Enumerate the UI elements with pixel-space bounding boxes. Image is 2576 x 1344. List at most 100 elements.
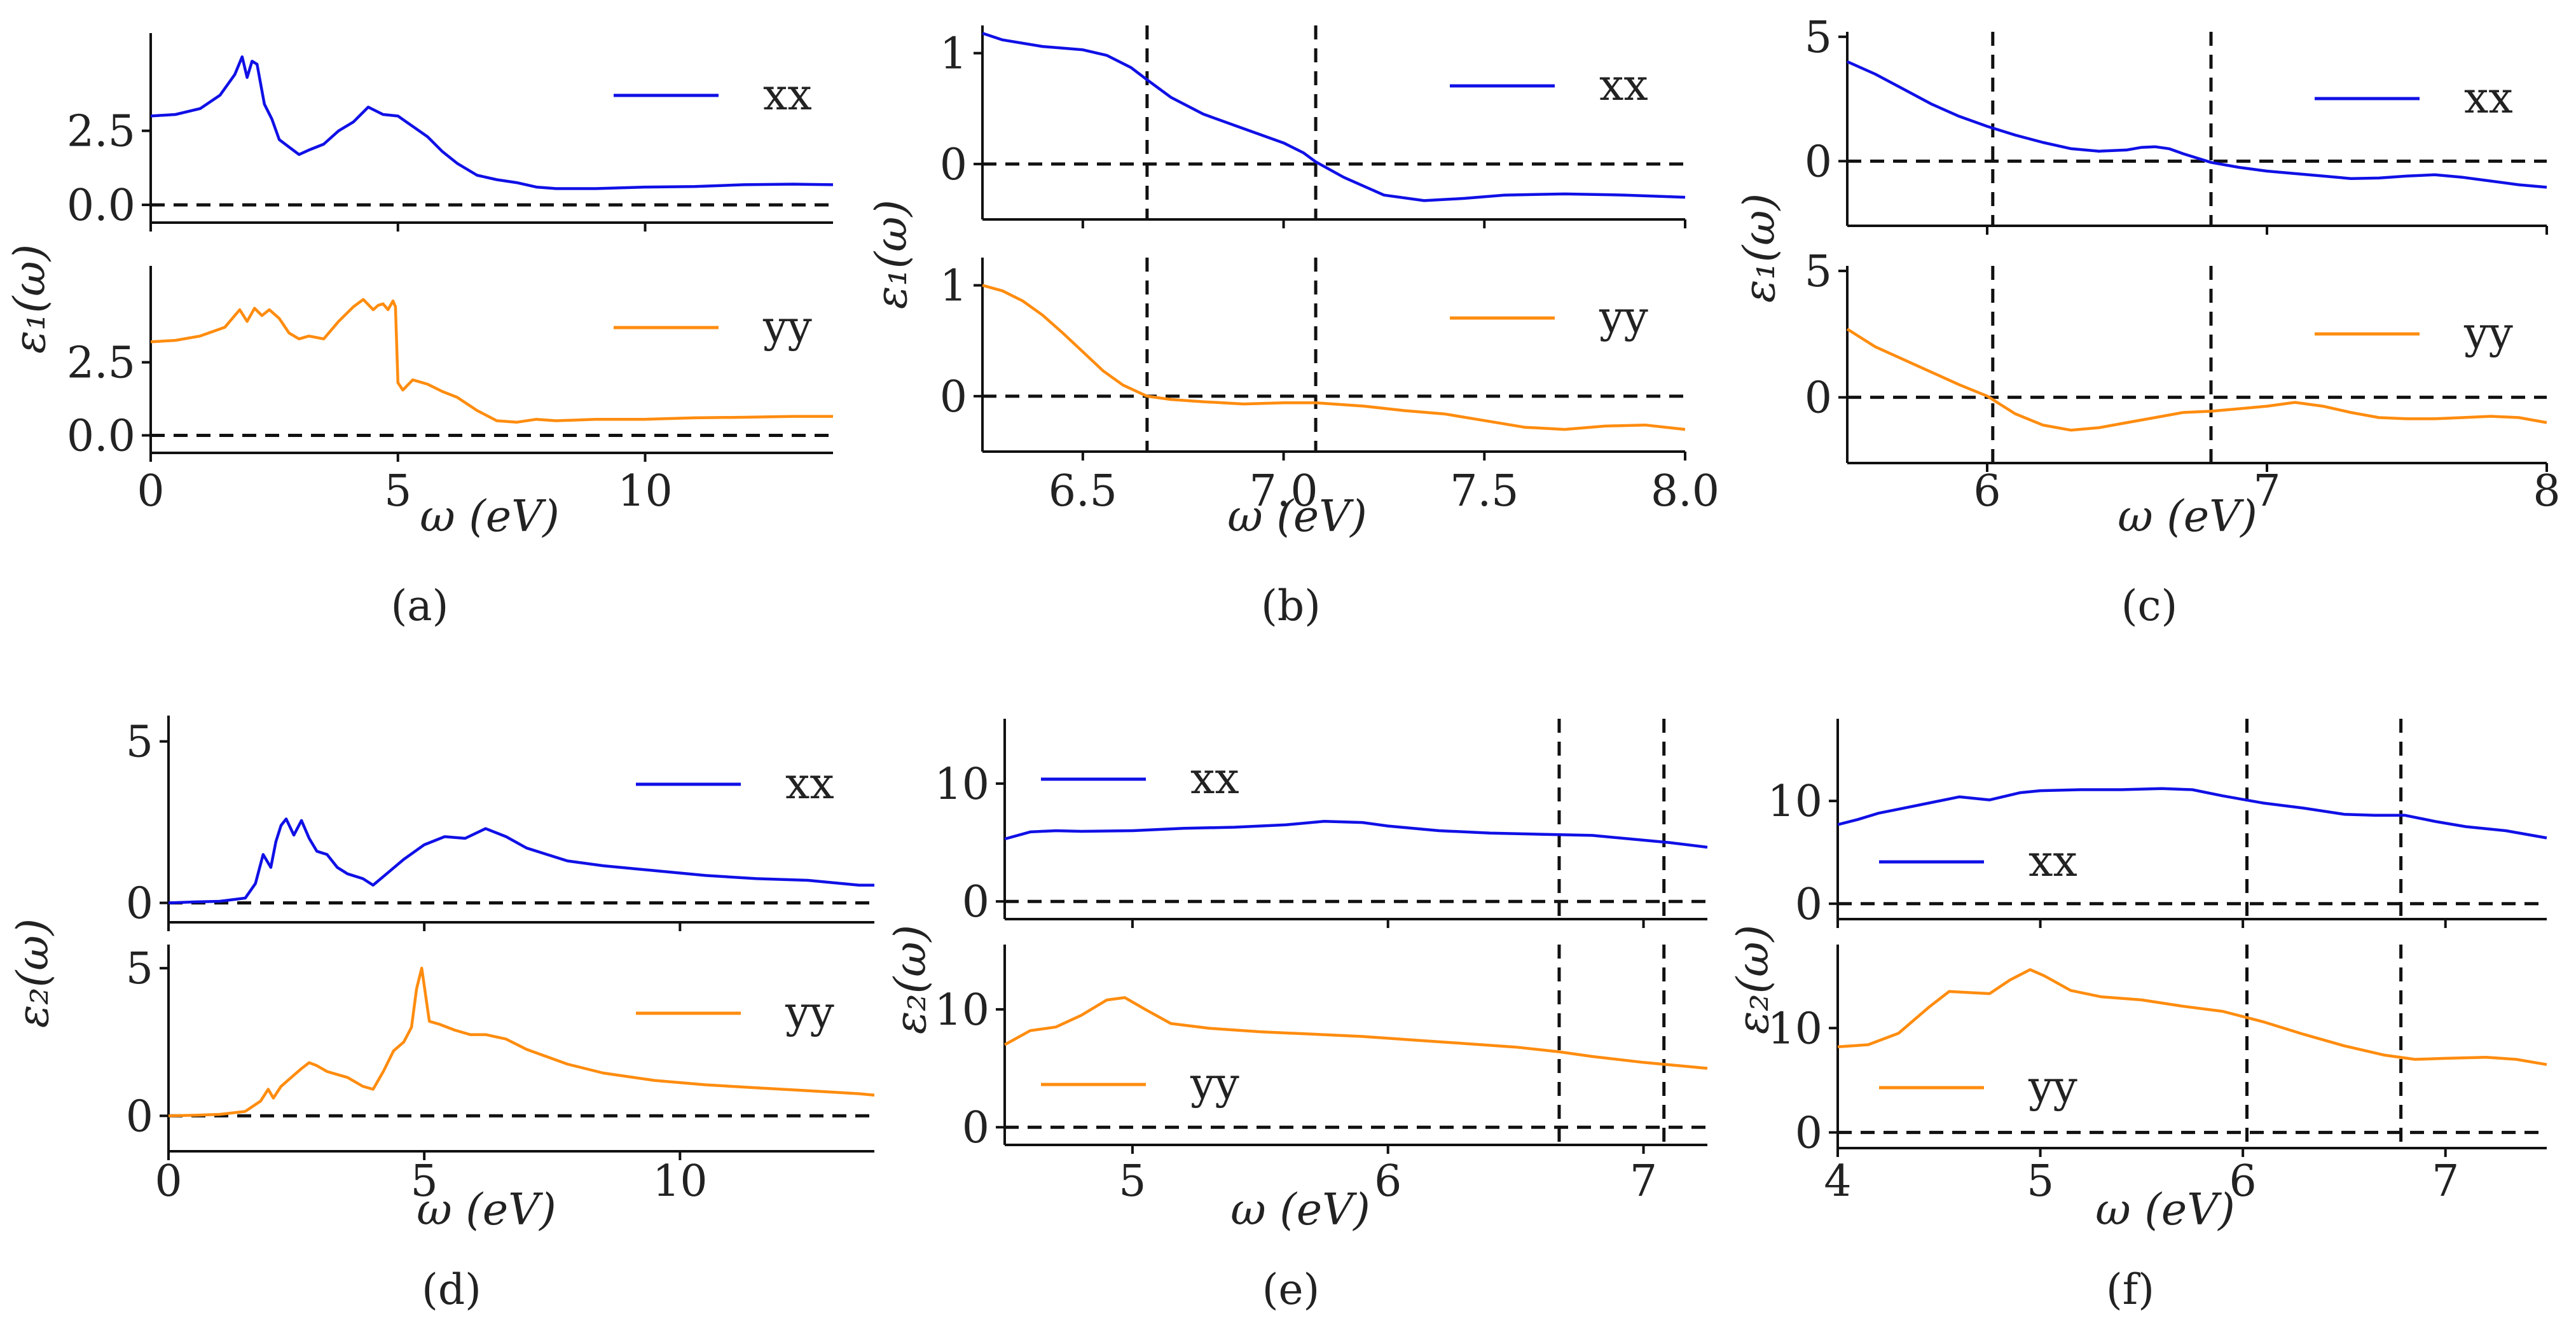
x-axis-label: ω (eV) <box>420 492 559 542</box>
subplot-b-xx: 0 1 xx <box>940 25 1686 228</box>
subplot-d-yy: 0 5 0 5 10 yy <box>126 944 875 1207</box>
y-axis-label: ε₁(ω) <box>5 244 55 354</box>
legend-label-yy: yy <box>785 988 834 1038</box>
series-line-yy <box>150 298 833 424</box>
legend-label-xx: xx <box>763 70 812 120</box>
x-axis-label: ω (eV) <box>2118 492 2257 542</box>
x-axis-label: ω (eV) <box>1227 492 1367 542</box>
x-tick-label: 8.0 <box>1651 466 1719 516</box>
series-line-xx <box>150 55 834 190</box>
series-line-xx <box>1837 787 2547 840</box>
x-tick-label: 6 <box>2229 1156 2257 1207</box>
subplot-b-yy: 0 1 6.5 7.0 7.5 8.0 yy <box>940 258 1719 516</box>
y-tick-label: 0 <box>940 140 967 190</box>
y-tick-label: 0 <box>126 879 153 929</box>
y-tick-label: 0 <box>962 877 989 927</box>
y-axis-label: ε₂(ω) <box>886 925 936 1034</box>
panel-caption: (f) <box>2106 1265 2154 1314</box>
y-tick-label: 0 <box>1795 880 1822 930</box>
panel-d: 0 5 xx 0 5 0 5 10 yy ω (eV) ε₂(ω) (d) <box>8 716 875 1314</box>
y-tick-label: 0 <box>126 1091 153 1142</box>
panel-caption: (c) <box>2121 581 2177 630</box>
x-tick-label: 7 <box>2253 466 2280 516</box>
y-tick-label: 10 <box>934 759 989 810</box>
y-tick-label: 10 <box>934 985 989 1036</box>
x-tick-label: 7 <box>2432 1156 2459 1207</box>
legend-label-yy: yy <box>2463 308 2513 359</box>
subplot-a-xx: 0.0 2.5 xx <box>67 33 834 232</box>
x-axis-label: ω (eV) <box>417 1185 556 1235</box>
series-line-xx <box>982 32 1686 202</box>
legend-label-yy: yy <box>2028 1062 2077 1112</box>
subplot-c-xx: 0 5 xx <box>1805 13 2548 235</box>
series-line-yy <box>1003 996 1708 1070</box>
y-axis-label: ε₁(ω) <box>867 200 917 309</box>
legend-label-yy: yy <box>1599 293 1648 343</box>
subplot-f-yy: 0 10 4 5 6 7 yy <box>1767 945 2547 1207</box>
subplot-e-xx: 0 10 xx <box>934 719 1708 928</box>
x-tick-label: 6 <box>1374 1156 1402 1207</box>
series-line-yy <box>1846 328 2547 432</box>
panel-b: 0 1 xx 0 1 6.5 7.0 7.5 8.0 yy ω (eV) ε₁(ω) (b) <box>867 25 1719 630</box>
y-tick-label: 0 <box>962 1103 989 1153</box>
x-tick-label: 10 <box>652 1156 708 1207</box>
x-tick-label: 5 <box>2027 1156 2054 1207</box>
legend-label-xx: xx <box>2464 73 2513 123</box>
y-axis-label: ε₂(ω) <box>1728 925 1779 1034</box>
y-tick-label: 0.0 <box>67 181 135 231</box>
panel-c: 0 5 xx 0 5 6 7 8 yy ω (eV) ε₁(ω) (c) <box>1735 13 2561 630</box>
x-tick-label: 4 <box>1824 1156 1851 1207</box>
x-tick-label: 7.5 <box>1450 466 1519 516</box>
legend-label-xx: xx <box>1599 60 1648 111</box>
y-axis-label: ε₂(ω) <box>8 918 59 1028</box>
x-tick-label: 5 <box>411 1156 438 1207</box>
y-tick-label: 1 <box>940 261 967 312</box>
subplot-e-yy: 0 10 5 6 7 yy <box>934 945 1708 1207</box>
y-tick-label: 5 <box>126 944 153 994</box>
y-tick-label: 5 <box>1805 13 1832 63</box>
panel-caption: (d) <box>422 1265 481 1314</box>
y-tick-label: 10 <box>1767 1004 1822 1054</box>
panel-e: 0 10 xx 0 10 5 6 7 yy ω (eV) ε₂(ω) (e) <box>886 719 1708 1314</box>
x-tick-label: 0 <box>155 1156 182 1207</box>
legend-label-xx: xx <box>785 759 834 809</box>
legend-label-yy: yy <box>1190 1059 1239 1109</box>
series-line-xx <box>168 817 874 904</box>
x-tick-label: 7.0 <box>1249 466 1318 516</box>
y-tick-label: 0 <box>1805 373 1832 424</box>
y-tick-label: 2.5 <box>67 338 135 389</box>
subplot-a-yy: 0.0 2.5 0 5 10 yy <box>67 266 833 516</box>
x-axis-label: ω (eV) <box>2095 1185 2235 1235</box>
y-tick-label: 0 <box>940 372 967 422</box>
series-line-yy <box>1837 968 2547 1066</box>
y-axis-label: ε₁(ω) <box>1735 193 1785 303</box>
x-tick-label: 6 <box>1973 466 2001 516</box>
series-line-yy <box>168 966 875 1118</box>
x-axis-label: ω (eV) <box>1230 1185 1370 1235</box>
y-tick-label: 0.0 <box>67 411 135 461</box>
panel-caption: (a) <box>391 581 449 630</box>
x-tick-label: 6.5 <box>1049 466 1117 516</box>
y-tick-label: 0 <box>1805 137 1832 187</box>
y-tick-label: 0 <box>1795 1108 1822 1158</box>
panel-f: 0 10 xx 0 10 4 5 6 7 yy ω (eV) ε₂(ω) (f) <box>1728 719 2547 1314</box>
y-tick-label: 2.5 <box>67 107 135 157</box>
series-line-yy <box>982 284 1686 431</box>
series-line-xx <box>1004 819 1708 849</box>
y-tick-label: 1 <box>940 29 967 80</box>
y-tick-label: 5 <box>1805 247 1832 297</box>
x-tick-label: 8 <box>2533 466 2560 516</box>
x-tick-label: 5 <box>1119 1156 1146 1207</box>
y-tick-label: 5 <box>126 717 153 768</box>
legend-label-xx: xx <box>2028 836 2077 887</box>
panel-a: 0.0 2.5 xx 0.0 2.5 0 5 10 yy ω (eV) ε₁(ω) (a) <box>5 33 834 630</box>
subplot-f-xx: 0 10 xx <box>1767 719 2547 930</box>
x-tick-label: 5 <box>384 466 411 516</box>
legend-label-xx: xx <box>1190 754 1239 804</box>
series-line-xx <box>1847 60 2547 189</box>
subplot-d-xx: 0 5 xx <box>126 716 874 931</box>
legend-label-yy: yy <box>762 302 812 352</box>
panel-caption: (e) <box>1262 1265 1320 1314</box>
y-tick-label: 10 <box>1767 777 1822 827</box>
